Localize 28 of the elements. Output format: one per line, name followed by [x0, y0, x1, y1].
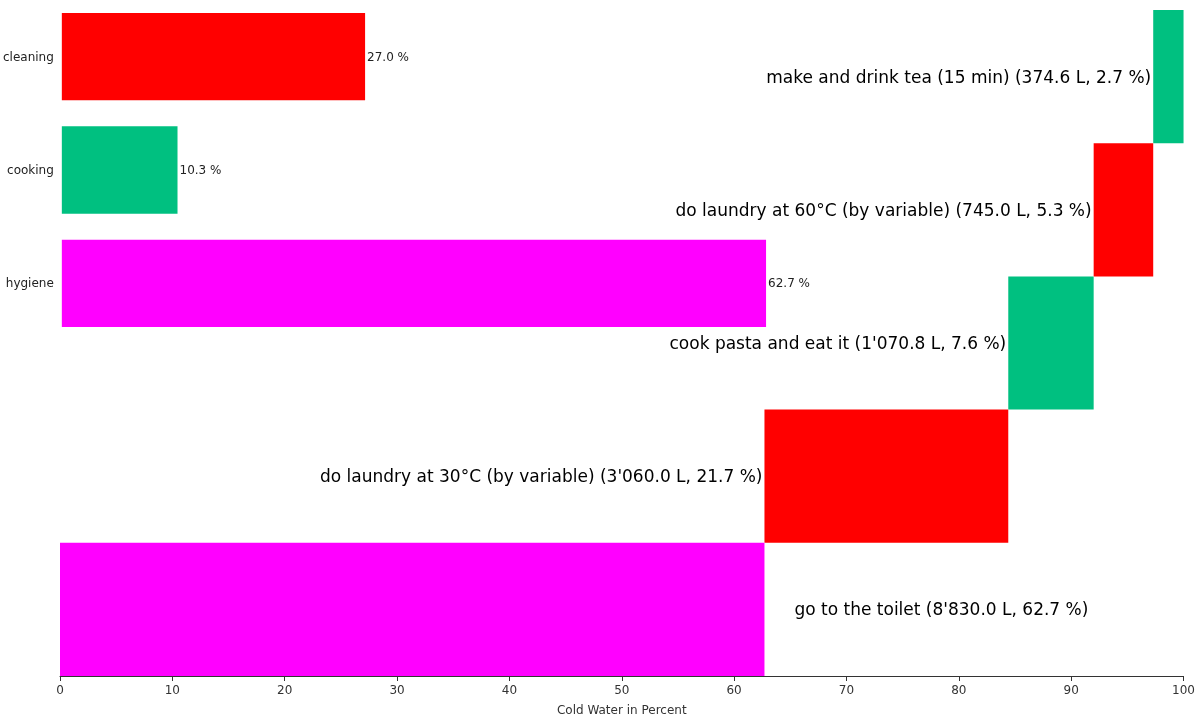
bar: [1093, 143, 1154, 277]
x-tick-label: 0: [56, 683, 64, 697]
x-tick-label: 60: [726, 683, 742, 697]
bar: [1008, 276, 1094, 410]
x-tick-label: 90: [1063, 683, 1079, 697]
data-label: 27.0 %: [367, 49, 410, 64]
x-tick-label: 40: [501, 683, 518, 697]
bar: [60, 542, 765, 676]
data-label: do laundry at 30°C (by variable) (3'060.0 L, 21.7 %): [320, 466, 763, 487]
data-label: 10.3 %: [179, 163, 222, 177]
y-tick-label: cleaning: [2, 49, 54, 64]
y-tick-label: hygiene: [5, 276, 54, 291]
data-label: do laundry at 60°C (by variable) (745.0 L, 5.3 %): [675, 199, 1092, 220]
data-label: 62.7 %: [768, 276, 810, 291]
data-label: go to the toilet (8'830.0 L, 62.7 %): [794, 599, 1089, 620]
bar: [1153, 10, 1184, 144]
x-tick-label: 10: [164, 683, 180, 697]
x-tick-label: 80: [951, 683, 967, 697]
bar: [764, 409, 1009, 543]
y-tick-label: cooking: [7, 163, 54, 177]
x-axis-title: Cold Water in Percent: [556, 703, 687, 717]
data-label: cook pasta and eat it (1'070.8 L, 7.6 %): [669, 333, 1007, 353]
x-tick-label: 30: [389, 683, 405, 697]
x-tick-label: 70: [838, 683, 855, 697]
data-label: make and drink tea (15 min) (374.6 L, 2.7 %): [766, 66, 1152, 87]
x-tick-label: 50: [614, 683, 630, 697]
x-tick-label: 20: [277, 683, 293, 697]
x-tick-label: 100: [1172, 683, 1195, 697]
